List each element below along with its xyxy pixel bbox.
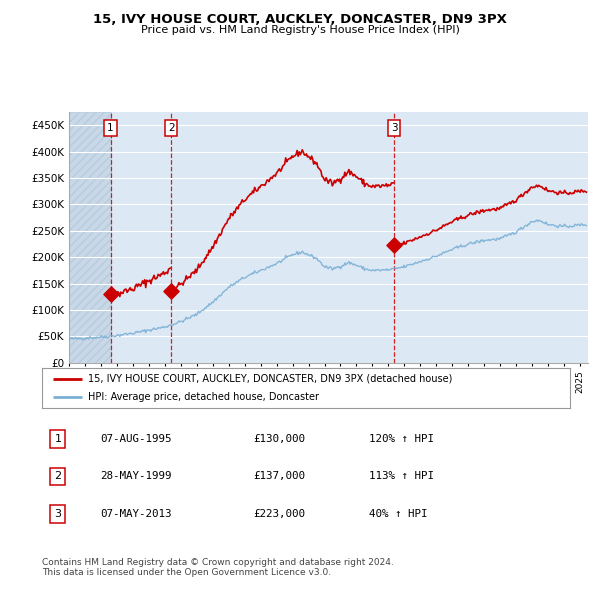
Text: 2: 2 [168, 123, 175, 133]
Text: 15, IVY HOUSE COURT, AUCKLEY, DONCASTER, DN9 3PX (detached house): 15, IVY HOUSE COURT, AUCKLEY, DONCASTER,… [88, 374, 453, 384]
Text: 1: 1 [107, 123, 114, 133]
Text: £137,000: £137,000 [253, 471, 305, 481]
Point [166, 286, 176, 295]
Text: £130,000: £130,000 [253, 434, 305, 444]
Text: 1: 1 [55, 434, 61, 444]
Bar [69, 112, 110, 363]
Text: 3: 3 [391, 123, 397, 133]
Text: 2: 2 [54, 471, 61, 481]
Text: 28-MAY-1999: 28-MAY-1999 [100, 471, 172, 481]
Text: 3: 3 [55, 509, 61, 519]
Text: 15, IVY HOUSE COURT, AUCKLEY, DONCASTER, DN9 3PX: 15, IVY HOUSE COURT, AUCKLEY, DONCASTER,… [93, 13, 507, 26]
Text: 40% ↑ HPI: 40% ↑ HPI [370, 509, 428, 519]
Text: HPI: Average price, detached house, Doncaster: HPI: Average price, detached house, Donc… [88, 392, 319, 402]
Point [389, 240, 399, 250]
Text: Price paid vs. HM Land Registry's House Price Index (HPI): Price paid vs. HM Land Registry's House … [140, 25, 460, 35]
Text: 07-AUG-1995: 07-AUG-1995 [100, 434, 172, 444]
Point [106, 290, 115, 299]
Text: 07-MAY-2013: 07-MAY-2013 [100, 509, 172, 519]
Text: Contains HM Land Registry data © Crown copyright and database right 2024.
This d: Contains HM Land Registry data © Crown c… [42, 558, 394, 577]
Text: 120% ↑ HPI: 120% ↑ HPI [370, 434, 434, 444]
Text: 113% ↑ HPI: 113% ↑ HPI [370, 471, 434, 481]
Text: £223,000: £223,000 [253, 509, 305, 519]
